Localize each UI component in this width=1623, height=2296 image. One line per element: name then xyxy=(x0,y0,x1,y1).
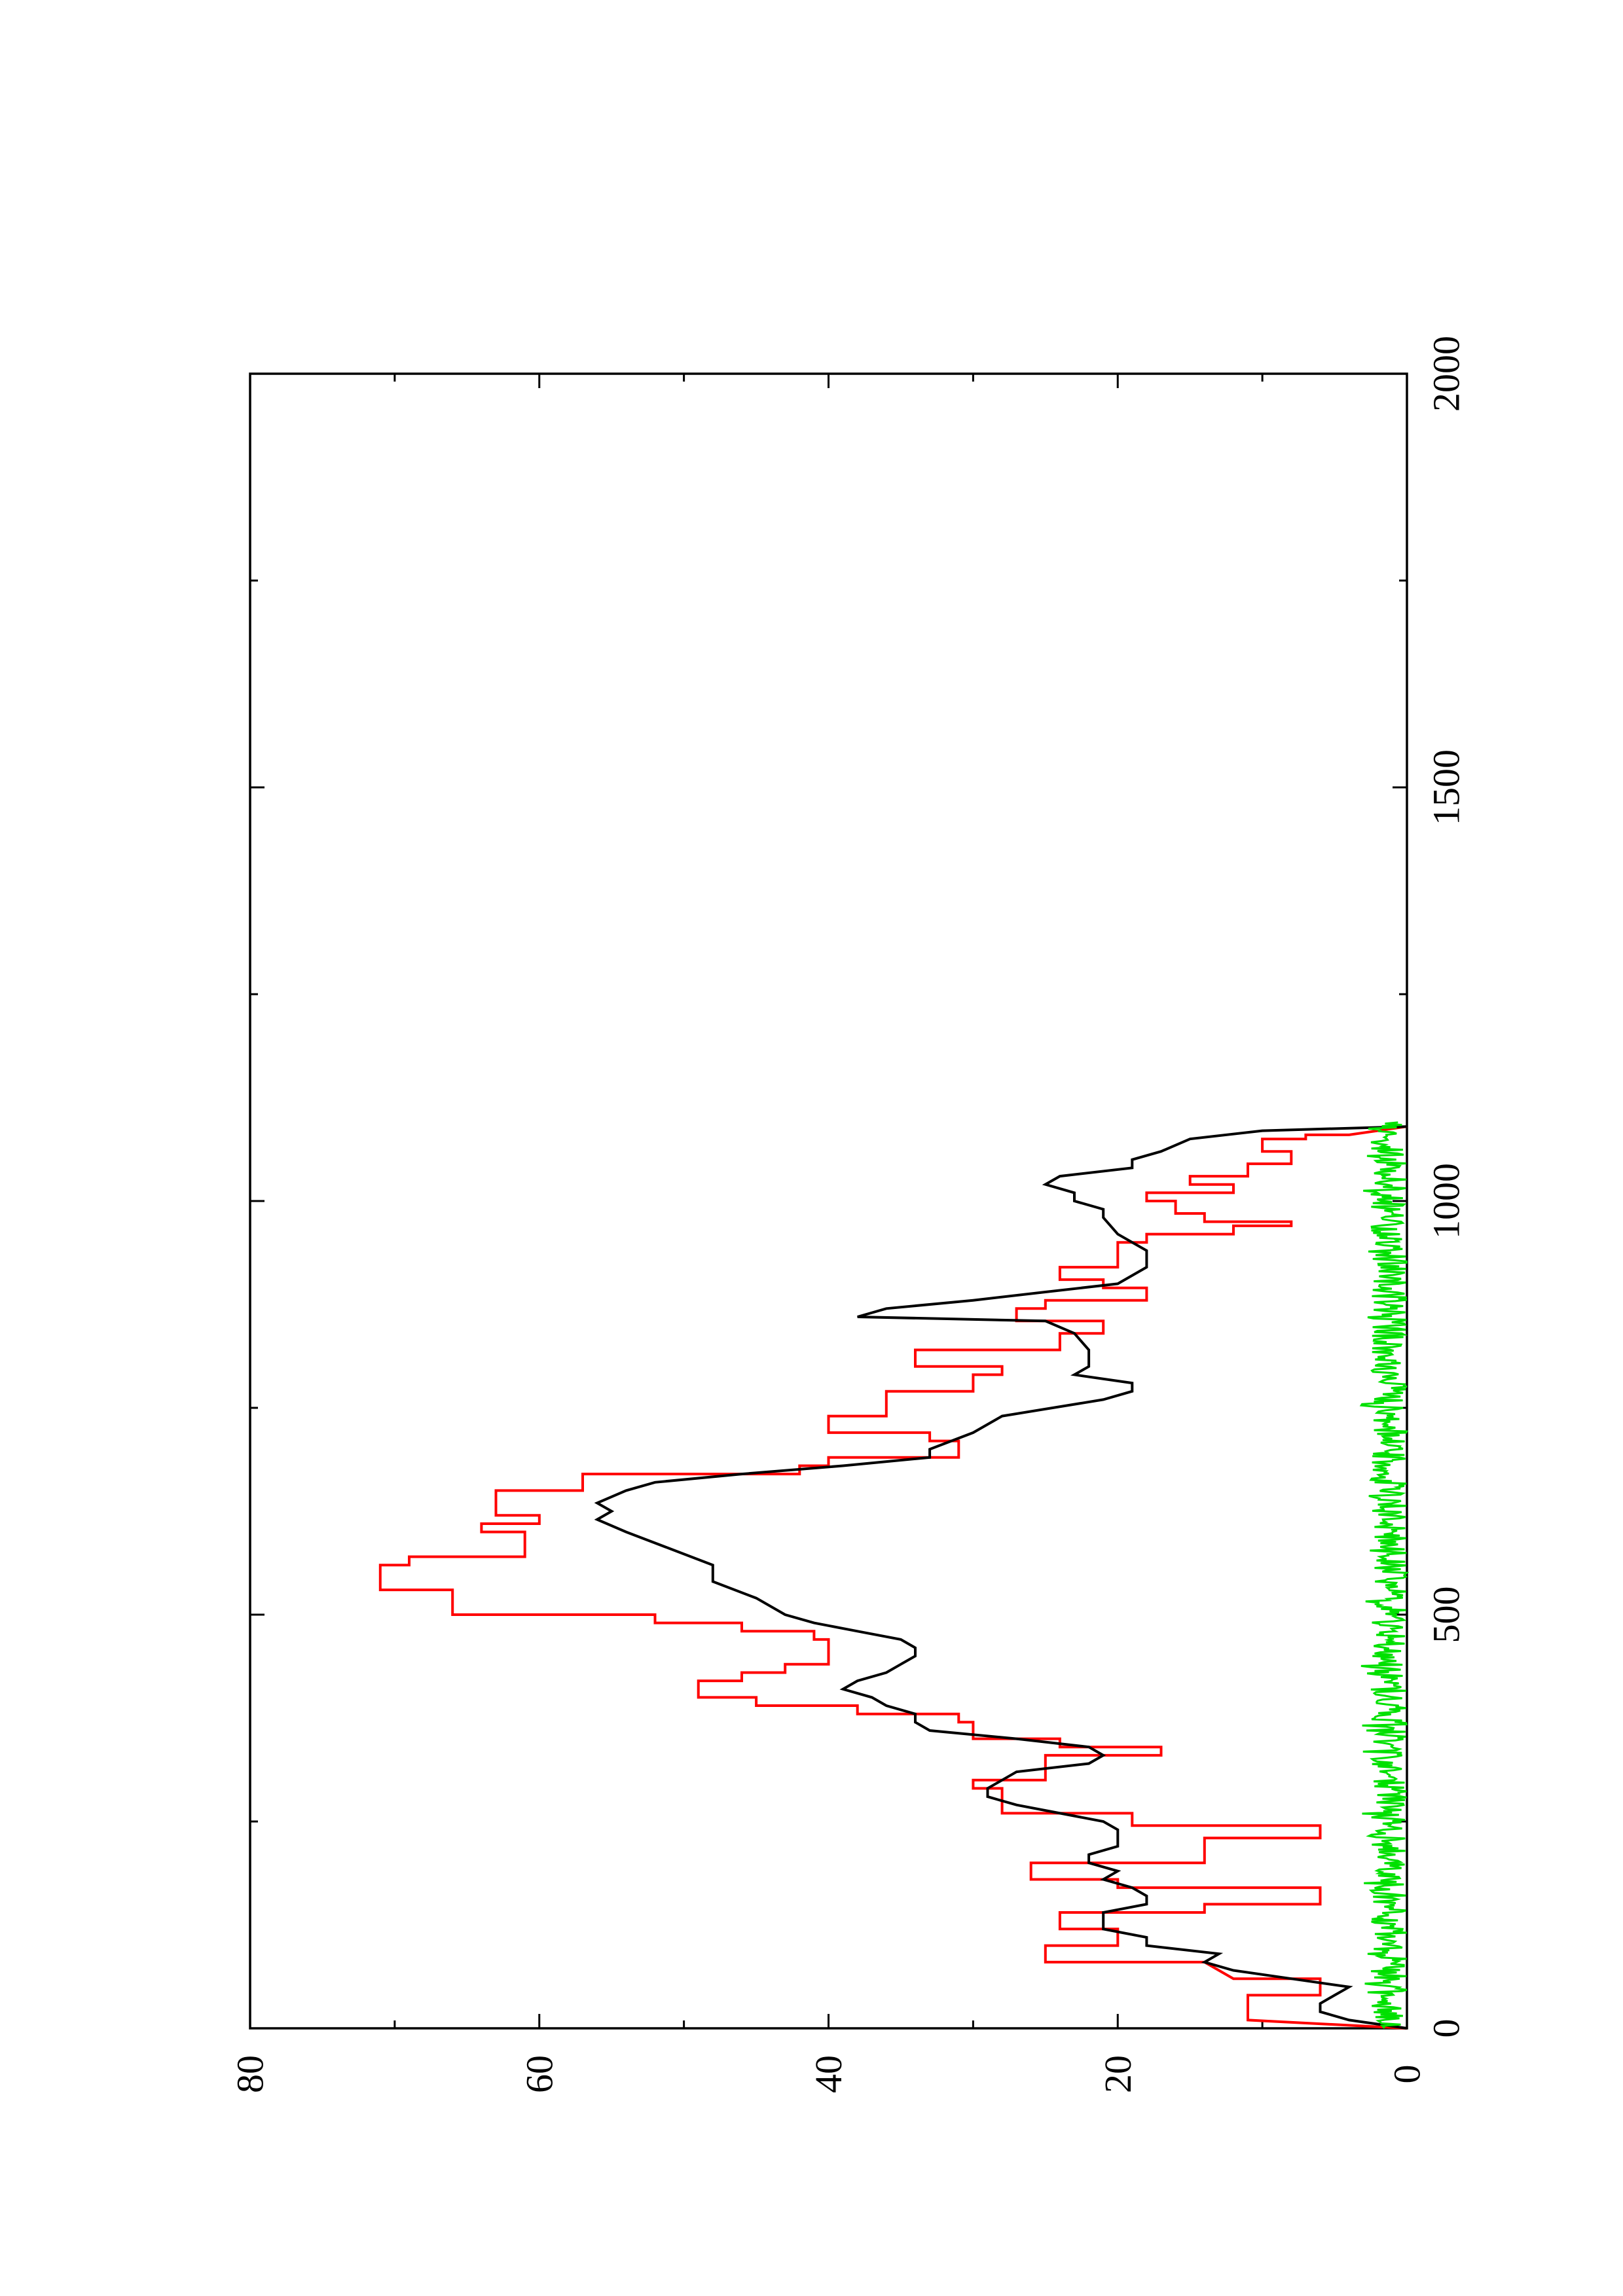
series-line-2 xyxy=(594,1125,1408,2030)
x-tick-label: 2000 xyxy=(1425,336,1468,412)
y-tick-label: 80 xyxy=(229,2055,272,2093)
series-line-1 xyxy=(378,1125,1408,2030)
y-tick-label: 0 xyxy=(1386,2065,1429,2084)
x-tick-label: 1500 xyxy=(1425,749,1468,825)
plot-frame xyxy=(249,372,1408,2030)
series xyxy=(378,1121,1410,2030)
y-tick-label: 40 xyxy=(807,2055,850,2093)
x-tick-label: 500 xyxy=(1425,1587,1468,1643)
ticks xyxy=(249,372,1408,2030)
x-tick-label: 1000 xyxy=(1425,1163,1468,1239)
tick-labels: 0 500 1000 1500 2000 0 20 40 60 80 xyxy=(229,336,1468,2093)
x-tick-label: 0 xyxy=(1425,2019,1468,2038)
series-line-3 xyxy=(1359,1121,1410,2029)
y-tick-label: 60 xyxy=(518,2055,560,2093)
y-tick-label: 20 xyxy=(1097,2055,1139,2093)
